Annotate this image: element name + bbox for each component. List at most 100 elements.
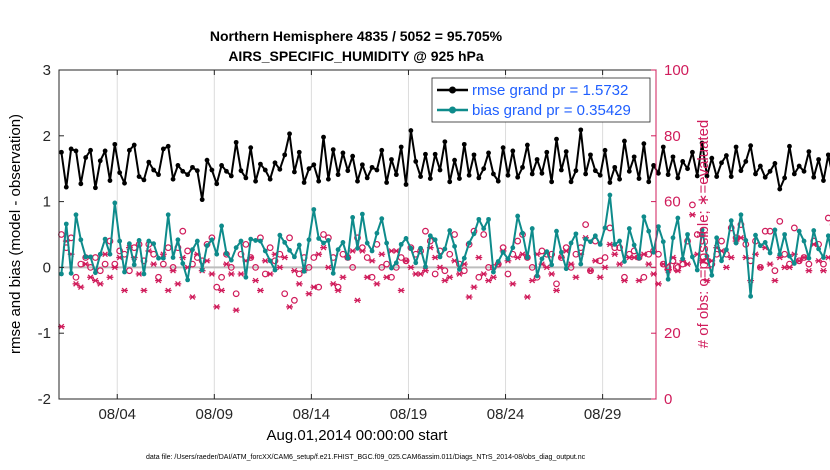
evaluated-obs-stroke bbox=[340, 274, 346, 281]
bias-point bbox=[403, 236, 409, 241]
rmse-point bbox=[685, 166, 690, 172]
evaluated-obs-marker bbox=[227, 271, 235, 277]
evaluated-obs-marker bbox=[766, 261, 774, 267]
rmse-point bbox=[258, 161, 263, 167]
bias-point bbox=[112, 200, 118, 206]
legend-bias-label: bias grand pr = 0.35429 bbox=[472, 102, 631, 119]
evaluated-obs-marker bbox=[295, 280, 303, 287]
evaluated-obs-stroke bbox=[417, 271, 424, 277]
rmse-point bbox=[214, 181, 220, 187]
evaluated-obs-marker bbox=[232, 307, 240, 314]
rmse-point bbox=[427, 176, 433, 181]
evaluated-obs-marker bbox=[368, 257, 376, 264]
rmse-point bbox=[607, 180, 613, 185]
bias-point bbox=[432, 237, 438, 243]
rmse-point bbox=[723, 153, 729, 158]
rmse-point bbox=[432, 151, 438, 157]
bias-point bbox=[631, 242, 637, 248]
bias-point bbox=[97, 251, 103, 257]
bias-point bbox=[389, 265, 394, 271]
evaluated-obs-marker bbox=[519, 251, 526, 258]
evaluated-obs-marker bbox=[645, 261, 653, 267]
evaluated-obs-stroke bbox=[451, 257, 458, 264]
evaluated-obs-stroke bbox=[728, 254, 735, 261]
bias-point bbox=[340, 239, 346, 245]
rmse-point bbox=[801, 168, 807, 174]
rmse-point bbox=[520, 164, 525, 170]
bias-point bbox=[583, 236, 589, 242]
rmse-point bbox=[622, 138, 627, 144]
evaluated-obs-marker bbox=[528, 277, 536, 284]
bias-point bbox=[738, 212, 744, 218]
evaluated-obs-marker bbox=[737, 234, 745, 241]
y-tick-label: 1 bbox=[43, 194, 51, 211]
rmse-point bbox=[355, 178, 360, 184]
evaluated-obs-stroke bbox=[403, 257, 409, 264]
rmse-point bbox=[88, 147, 93, 153]
evaluated-obs-marker bbox=[475, 254, 483, 261]
rmse-point bbox=[68, 146, 74, 152]
x-tick-label: 08/09 bbox=[196, 406, 234, 423]
rmse-point bbox=[568, 179, 574, 185]
rmse-point bbox=[680, 159, 686, 164]
evaluated-obs-stroke bbox=[650, 271, 657, 277]
rmse-point bbox=[665, 172, 671, 178]
bias-point bbox=[427, 233, 433, 239]
possible-obs-marker bbox=[242, 240, 250, 248]
bias-point bbox=[772, 227, 778, 233]
evaluated-obs-stroke bbox=[466, 294, 472, 300]
bias-point bbox=[825, 233, 830, 239]
bias-point bbox=[495, 259, 501, 264]
bias-point bbox=[471, 231, 477, 237]
possible-obs-marker bbox=[378, 264, 386, 271]
x-tick-label: 08/24 bbox=[487, 406, 525, 423]
bias-point bbox=[393, 260, 399, 266]
rmse-point bbox=[146, 159, 152, 165]
bias-point bbox=[806, 255, 812, 261]
evaluated-obs-stroke bbox=[364, 274, 371, 281]
bias-point bbox=[607, 192, 613, 198]
possible-obs-marker bbox=[781, 250, 789, 258]
bias-point bbox=[78, 237, 84, 243]
evaluated-obs-stroke bbox=[806, 267, 812, 274]
possible-obs-marker bbox=[354, 234, 361, 242]
evaluated-obs-marker bbox=[174, 280, 182, 287]
rmse-point bbox=[160, 146, 166, 152]
evaluated-obs-marker bbox=[611, 251, 619, 258]
bias-point bbox=[476, 216, 482, 222]
evaluated-obs-marker bbox=[815, 257, 822, 264]
bias-point bbox=[88, 254, 93, 260]
evaluated-obs-marker bbox=[621, 277, 628, 284]
rmse-point bbox=[646, 179, 652, 185]
rmse-point bbox=[728, 174, 734, 179]
bias-point bbox=[59, 271, 64, 277]
rmse-point bbox=[762, 174, 768, 180]
possible-obs-marker bbox=[431, 270, 439, 278]
bias-point bbox=[743, 238, 749, 243]
rmse-point bbox=[515, 174, 521, 180]
evaluated-obs-marker bbox=[591, 257, 599, 264]
evaluated-obs-marker bbox=[446, 274, 454, 281]
evaluated-obs-stroke bbox=[330, 280, 337, 287]
rmse-point bbox=[447, 179, 453, 185]
evaluated-obs-stroke bbox=[111, 264, 118, 271]
y2-tick-label: 40 bbox=[664, 259, 681, 276]
possible-obs-marker bbox=[718, 237, 725, 245]
evaluated-obs-marker bbox=[543, 264, 551, 271]
rmse-point bbox=[306, 166, 312, 172]
bias-point bbox=[719, 258, 724, 264]
evaluated-obs-marker bbox=[358, 248, 366, 254]
evaluated-obs-marker bbox=[111, 264, 119, 271]
legend-box bbox=[431, 77, 651, 123]
bias-point bbox=[190, 247, 195, 253]
bias-point bbox=[796, 228, 802, 234]
evaluated-obs-stroke bbox=[674, 267, 681, 274]
evaluated-obs-stroke bbox=[660, 261, 667, 267]
evaluated-obs-stroke bbox=[636, 277, 642, 284]
evaluated-obs-marker bbox=[689, 211, 696, 218]
rmse-point bbox=[524, 142, 530, 148]
bias-point bbox=[481, 226, 487, 231]
evaluated-obs-marker bbox=[567, 261, 575, 267]
evaluated-obs-stroke bbox=[514, 254, 521, 261]
evaluated-obs-marker bbox=[189, 294, 196, 300]
